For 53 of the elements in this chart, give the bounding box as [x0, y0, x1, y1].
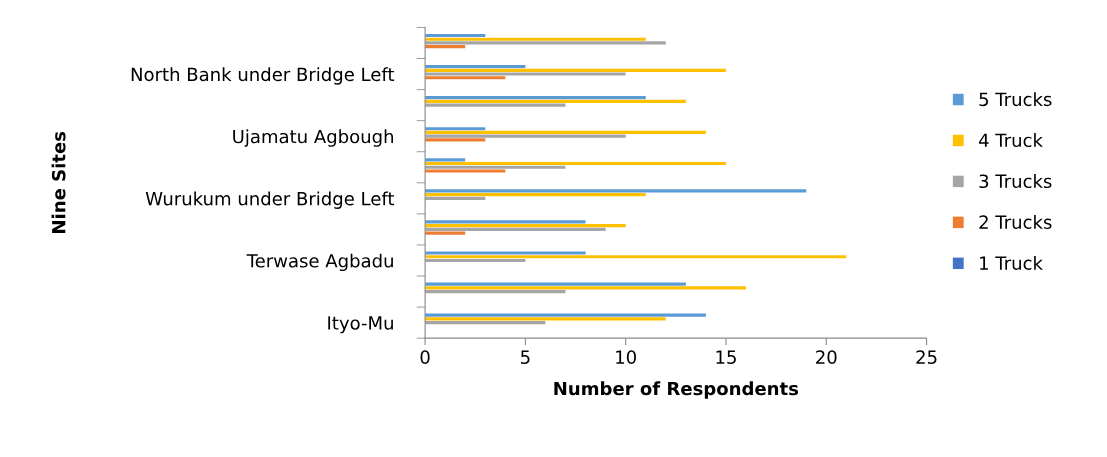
legend-label: 1 Truck: [980, 255, 1043, 270]
bar: [425, 165, 566, 169]
bar: [425, 138, 486, 142]
y-tick-label: Terwase Agbadu: [246, 253, 393, 272]
bar: [425, 103, 566, 107]
bar: [425, 169, 506, 173]
bar: [425, 313, 706, 317]
bar: [425, 251, 586, 255]
x-tick-label: 25: [916, 350, 937, 364]
legend-label: 5 Trucks: [979, 92, 1052, 107]
y-axis-title: Nine Sites: [51, 131, 66, 233]
bar: [425, 99, 686, 103]
bar: [425, 317, 666, 321]
bar: [425, 258, 526, 263]
bar: [425, 231, 466, 235]
bar: [425, 127, 486, 131]
bar: [425, 282, 686, 286]
bar: [425, 158, 466, 162]
bar: [425, 68, 726, 72]
legend-label: 3 Trucks: [979, 174, 1052, 189]
y-tick-label: Ityo-Mu: [328, 316, 393, 334]
x-tick-label: 15: [716, 350, 736, 364]
bar: [425, 196, 486, 200]
bar: [425, 189, 807, 193]
bar: [425, 130, 706, 135]
y-tick-label: North Bank under Bridge Left: [131, 67, 395, 85]
bar: [425, 76, 506, 80]
x-tick-label: 0: [420, 350, 430, 364]
bar: [425, 72, 626, 76]
bar: [425, 227, 606, 231]
bar: [425, 224, 626, 228]
y-tick-label: Wurukum under Bridge Left: [145, 191, 395, 209]
y-tick-label: Ujamatu Agbough: [233, 129, 393, 147]
bar: [425, 289, 566, 294]
bar: [425, 220, 586, 224]
bar: [425, 193, 646, 197]
x-tick-label: 10: [616, 350, 636, 364]
bar: [425, 255, 847, 259]
bar: [425, 134, 626, 138]
bar: [425, 64, 526, 69]
bar: [425, 37, 646, 41]
bar: [425, 41, 666, 45]
x-tick-label: 20: [816, 350, 837, 364]
x-axis-title: Number of Respondents: [554, 381, 799, 399]
legend-label: 2 Trucks: [979, 215, 1052, 229]
legend-label: 4 Truck: [979, 133, 1043, 148]
bar: [425, 33, 486, 38]
bar: [425, 96, 646, 100]
bar: [425, 321, 546, 325]
bar: [425, 45, 466, 49]
bar: [425, 161, 726, 166]
bar: [425, 286, 747, 290]
x-tick-label: 5: [521, 350, 530, 364]
